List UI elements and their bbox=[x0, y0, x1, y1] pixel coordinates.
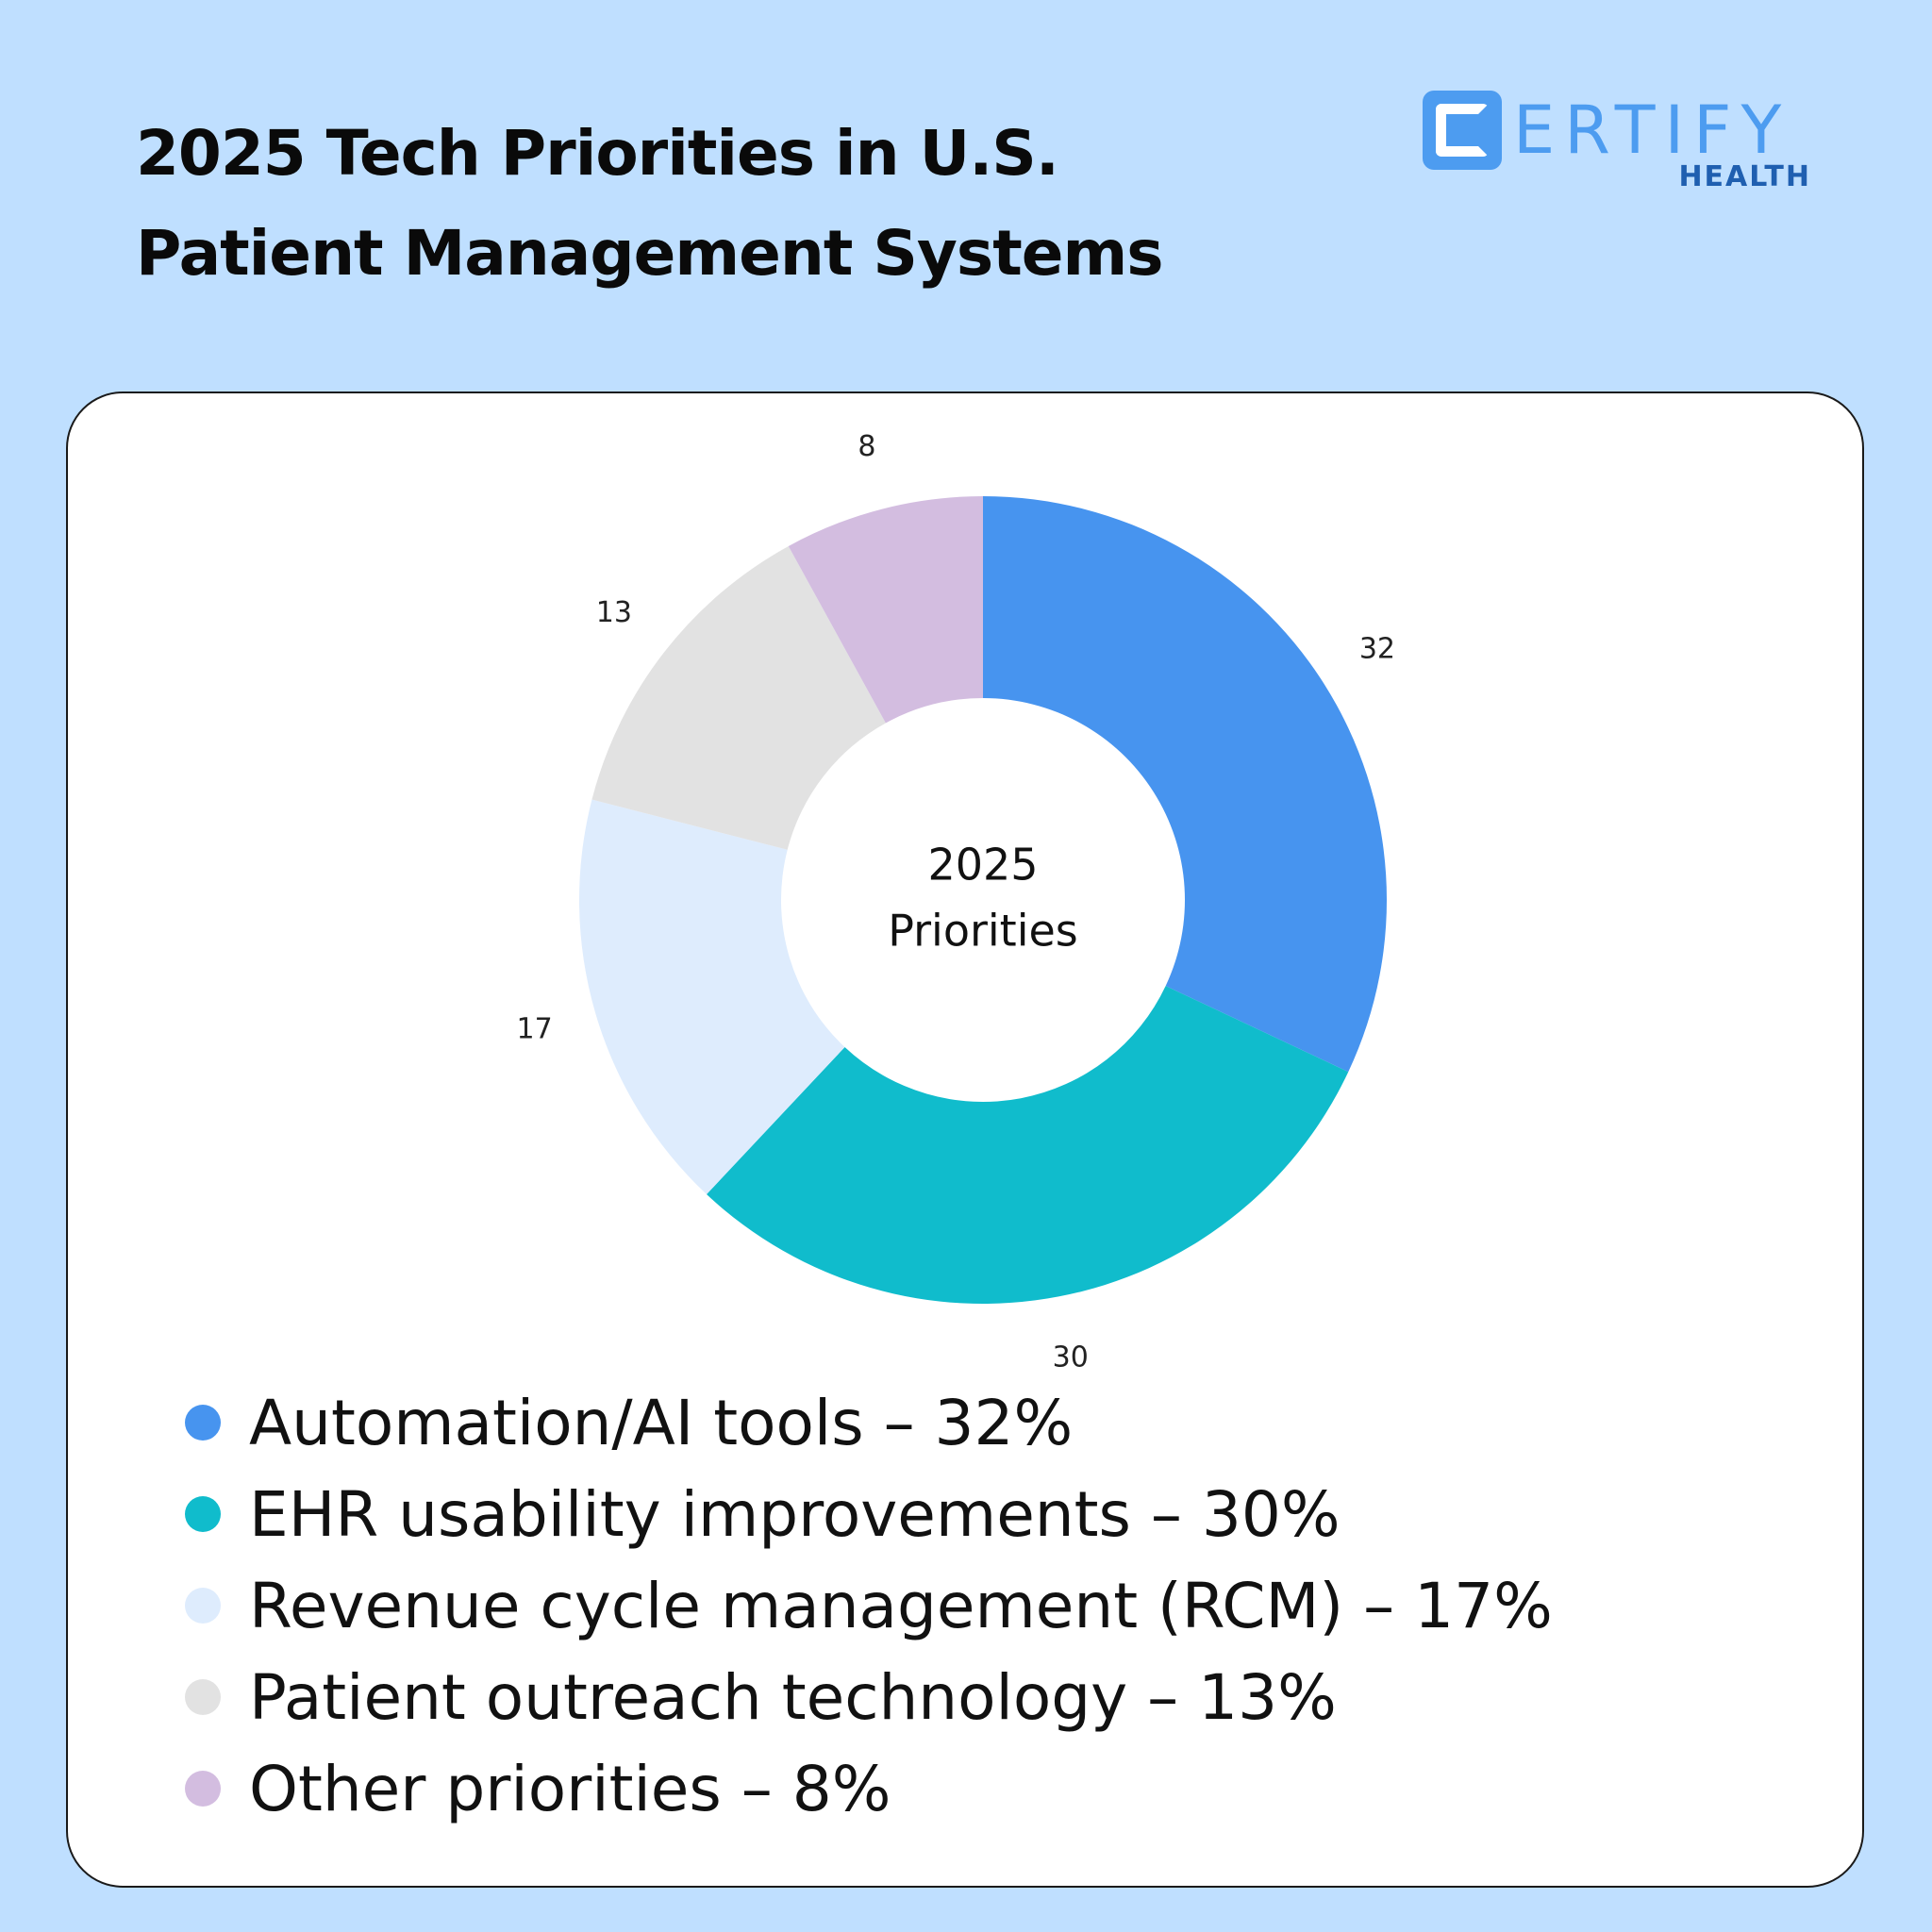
donut-slice-3 bbox=[591, 545, 886, 850]
certify-c-logo-icon bbox=[1423, 91, 1502, 170]
legend-label: Automation/AI tools – 32% bbox=[249, 1387, 1074, 1459]
legend-swatch bbox=[185, 1771, 221, 1807]
legend-item: Revenue cycle management (RCM) – 17% bbox=[185, 1560, 1553, 1652]
page-title: 2025 Tech Priorities in U.S. Patient Man… bbox=[136, 104, 1164, 304]
legend-label: Patient outreach technology – 13% bbox=[249, 1661, 1337, 1734]
legend-item: Other priorities – 8% bbox=[185, 1743, 1553, 1835]
donut-slice-1 bbox=[707, 986, 1349, 1304]
legend-item: EHR usability improvements – 30% bbox=[185, 1469, 1553, 1560]
certify-health-logo: ERTIFY HEALTH bbox=[1423, 91, 1834, 193]
legend-label: Revenue cycle management (RCM) – 17% bbox=[249, 1570, 1553, 1642]
slice-value-label-0: 32 bbox=[1359, 632, 1395, 665]
legend-swatch bbox=[185, 1405, 221, 1441]
legend-item: Automation/AI tools – 32% bbox=[185, 1377, 1553, 1469]
legend-swatch bbox=[185, 1496, 221, 1532]
legend-item: Patient outreach technology – 13% bbox=[185, 1652, 1553, 1743]
logo-subtitle: HEALTH bbox=[1678, 160, 1811, 193]
chart-legend: Automation/AI tools – 32% EHR usability … bbox=[185, 1377, 1553, 1835]
title-line-2: Patient Management Systems bbox=[136, 217, 1164, 290]
title-line-1: 2025 Tech Priorities in U.S. bbox=[136, 117, 1059, 190]
chart-card: 32 30 17 13 8 2025 Priorities bbox=[66, 391, 1864, 1888]
legend-label: Other priorities – 8% bbox=[249, 1753, 891, 1825]
slice-value-label-4: 8 bbox=[858, 430, 875, 463]
donut-slice-0 bbox=[983, 496, 1387, 1073]
slice-value-label-3: 13 bbox=[596, 596, 632, 629]
legend-label: EHR usability improvements – 30% bbox=[249, 1478, 1341, 1551]
donut-slice-2 bbox=[579, 799, 845, 1194]
donut-slice-4 bbox=[788, 496, 983, 724]
logo-wordmark: ERTIFY bbox=[1513, 92, 1791, 169]
donut-chart: 32 30 17 13 8 2025 Priorities bbox=[517, 430, 1395, 1374]
slice-value-label-2: 17 bbox=[517, 1013, 553, 1046]
legend-swatch bbox=[185, 1679, 221, 1715]
slice-value-label-1: 30 bbox=[1053, 1341, 1089, 1374]
legend-swatch bbox=[185, 1588, 221, 1624]
donut-center-label: 2025 bbox=[927, 840, 1038, 891]
donut-center-label: Priorities bbox=[888, 906, 1078, 957]
